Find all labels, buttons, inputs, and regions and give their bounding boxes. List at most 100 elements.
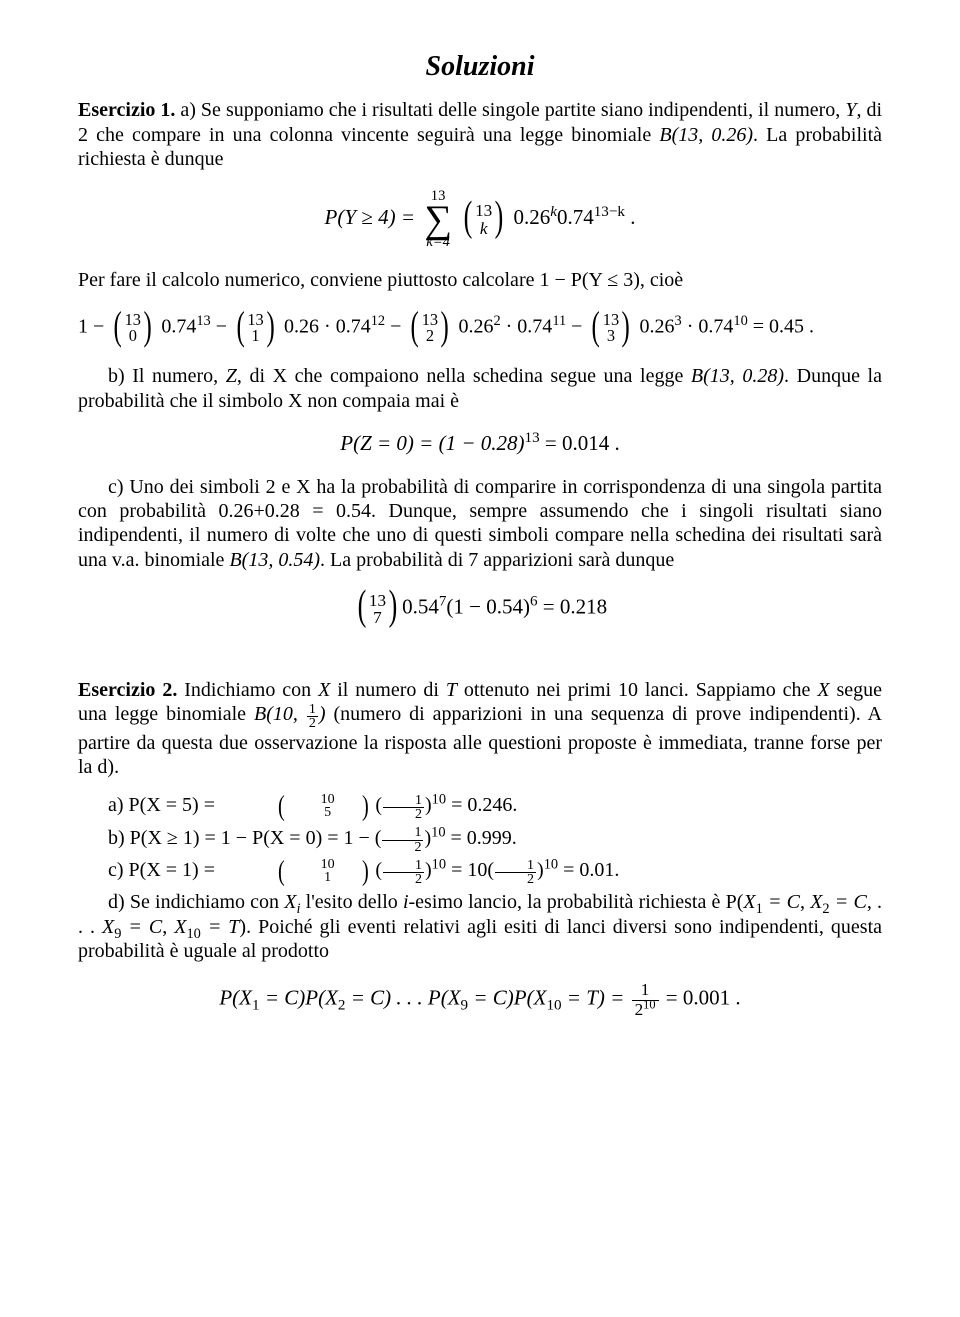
ex2d-sep2: , [162,916,174,938]
ex2d-t2: l'esito dello [300,891,402,913]
eq1-binom: (13k) [459,201,508,239]
eq2-t1e: 12 [371,313,385,329]
eq2-t2a: 0.26 [453,316,493,338]
ex2d-t1: d) Se indichiamo con [108,891,284,913]
eq3-exp: 13 [525,430,540,446]
ex1-calc-intro: Per fare il calcolo numerico, conviene p… [78,268,882,292]
sum-symbol: 13 ∑ k=4 [424,189,452,249]
ex2-d-paragraph: d) Se indichiamo con Xi l'esito dello i-… [78,890,882,963]
ex2c-label: c) P(X = 1) = [108,859,220,881]
ex1-eq2: 1 − (130) 0.7413 − (131) 0.26 · 0.7412 −… [78,310,882,346]
ex2b-label: b) P(X ≥ 1) = 1 − P(X = 0) = 1 − ( [108,827,381,849]
ex2a-label: a) P(X = 5) = [108,794,220,816]
eq5-t4: = T) = [562,986,630,1010]
page-title: Soluzioni [78,50,882,84]
eq1-mid: 0.74 [557,205,594,229]
eq2-t1b: − [385,316,406,338]
eq1-exp2: 13−k [594,204,625,220]
eq2-lead: 1 − [78,316,109,338]
eq1-end: . [625,205,636,229]
eq2-t2b: − [566,316,587,338]
eq1-tail: 0.26 [508,205,550,229]
ex2a-mid2: ) [425,794,432,816]
eq2-b2: (132) [406,310,453,346]
eq2-t3eq: = 0.45 . [748,316,814,338]
ex2c-eq: = 10( [446,859,494,881]
eq5-t2: = C) . . . P(X [345,986,460,1010]
eq5-s9: 9 [461,998,469,1014]
ex2b-exp: 10 [431,824,445,840]
eq4-mid: 0.54 [402,595,439,619]
sum-lower: k=4 [424,235,452,250]
ex2c-mid1: ( [375,859,382,881]
eq1-lhs: P(Y ≥ 4) = [325,205,421,229]
eq5-t3: = C)P(X [468,986,546,1010]
ex1-a-text1: a) Se supponiamo che i risultati delle s… [175,99,845,121]
ex1-eq3: P(Z = 0) = (1 − 0.28)13 = 0.014 . [78,431,882,457]
ex2c-mid2: ) [425,859,432,881]
ex2d-x9: X [102,916,114,938]
ex1-c-text2: . La probabilità di 7 apparizioni sarà d… [320,549,674,571]
ex2a-tail: = 0.246. [446,794,517,816]
ex1-b-text1: b) Il numero, [108,365,226,387]
ex2-dist-frac: 12 [307,703,318,731]
eq5-t1: = C)P(X [260,986,338,1010]
eq2-t2e1: 2 [493,313,500,329]
eq5-frac: 1210 [632,981,659,1018]
ex2d-x10: X [174,916,186,938]
eq5-p1: P(X [219,986,252,1010]
eq1-exp1: k [550,204,557,220]
ex2b-frac: 12 [382,826,423,854]
eq2-b0: (130) [109,310,156,346]
ex2-vart: T [446,679,457,701]
eq4-exp2: 6 [530,594,538,610]
eq3-tail: = 0.014 . [540,431,620,455]
eq2-t1a: 0.26 · 0.74 [279,316,371,338]
ex2-varx: X [318,679,330,701]
ex2c-mid3: ) [537,859,544,881]
ex2d-et: = T [201,916,240,938]
eq5-tail: = 0.001 . [661,986,741,1010]
ex1-b-dist: B(13, 0.28) [691,365,784,387]
ex2a-frac: 12 [383,794,424,822]
ex2a-binom: (105) [220,794,375,820]
ex1-a-dist: B(13, 0.26) [659,124,753,146]
eq2-t0b: − [211,316,232,338]
ex2b-tail: = 0.999. [446,827,517,849]
eq4-paren: (1 − 0.54) [446,595,530,619]
eq5-s10: 10 [546,998,561,1014]
ex1-eq4: (137)0.547(1 − 0.54)6 = 0.218 [78,590,882,628]
ex2d-ec1: = C [763,891,800,913]
ex2-a-line: a) P(X = 5) = (105)(12)10 = 0.246. [78,793,882,821]
eq2-t3e2: 10 [733,313,747,329]
eq2-t3a: 0.26 [635,316,675,338]
ex1-b-paragraph: b) Il numero, Z, di X che compaiono nell… [78,364,882,413]
eq2-t0e: 13 [196,313,210,329]
eq2-t0a: 0.74 [156,316,196,338]
ex2d-x1: X [743,891,755,913]
ex2-b-line: b) P(X ≥ 1) = 1 − P(X = 0) = 1 − (12)10 … [78,826,882,854]
eq4-binom: (137) [353,590,402,628]
eq5-s1: 1 [252,998,260,1014]
ex1-b-text2: , di X che compaiono nella schedina segu… [237,365,691,387]
ex2c-frac2: 12 [495,859,536,887]
ex1-heading: Esercizio 1. [78,99,175,121]
ex2-intro3: ottenuto nei primi 10 lanci. Sappiamo ch… [457,679,817,701]
ex1-b-var-z: Z [226,365,237,387]
ex2d-sep1: , [800,891,810,913]
ex2d-t3: -esimo lancio, la probabilità richiesta … [409,891,744,913]
ex1-c-paragraph: c) Uno dei simboli 2 e X ha la probabili… [78,475,882,573]
ex1-eq1: P(Y ≥ 4) = 13 ∑ k=4 (13k) 0.26k0.7413−k … [78,189,882,249]
ex2c-exp2: 10 [544,856,558,872]
eq2-t3mid: · 0.74 [682,316,734,338]
eq4-tail: = 0.218 [538,595,608,619]
eq2-t2e2: 11 [552,313,566,329]
eq3-text: P(Z = 0) = (1 − 0.28) [340,431,524,455]
ex2-c-line: c) P(X = 1) = (101)(12)10 = 10(12)10 = 0… [78,858,882,886]
ex2d-xi: X [284,891,296,913]
ex2a-mid1: ( [375,794,382,816]
ex2d-ec2: = C [830,891,867,913]
ex2c-binom: (101) [220,858,375,884]
sigma-icon: ∑ [424,204,452,235]
ex2-dist-post: ) [319,703,326,725]
